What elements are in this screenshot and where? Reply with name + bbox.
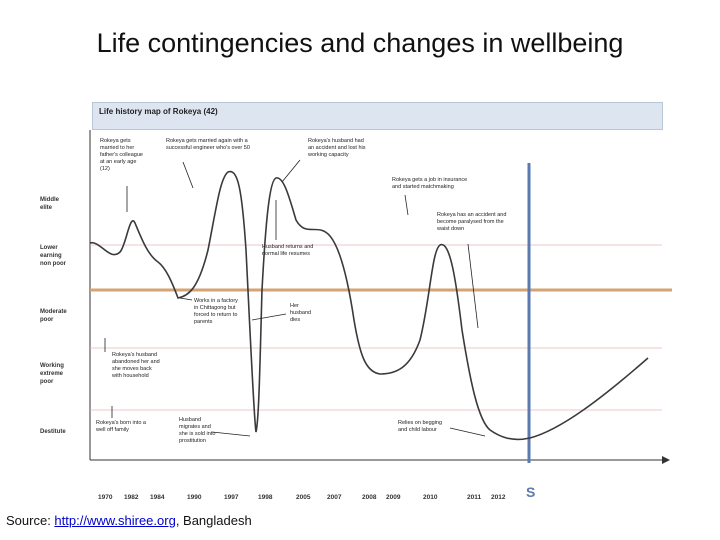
annotation-born: Rokeya's born into a well off family xyxy=(96,420,146,433)
year-label: 2012 xyxy=(491,494,506,501)
annotation-husband-migrates: Husband migrates and she is sold into pr… xyxy=(179,417,216,444)
arrow-factory xyxy=(179,297,193,301)
arrow-begging xyxy=(449,427,486,437)
annotation-abandoned: Rokeya's husband abandoned her and she m… xyxy=(112,352,160,379)
annotation-husband-accident: Rokeya's husband had an accident and los… xyxy=(308,138,366,158)
year-label: 2007 xyxy=(327,494,342,501)
arrow-job-insurance xyxy=(404,194,409,216)
level-lower-earning-non-poor: Lower earning non poor xyxy=(40,245,66,267)
annotation-job-insurance: Rokeya gets a job in insurance and start… xyxy=(392,177,468,190)
map-title: Life history map of Rokeya (42) xyxy=(99,107,218,116)
year-label: 1970 xyxy=(98,494,113,501)
year-label: 2010 xyxy=(423,494,438,501)
level-destitute: Destitute xyxy=(40,429,66,435)
annotation-husband-returns: Husband returns and normal life resumes xyxy=(262,244,314,257)
arrow-husband-migrates xyxy=(211,431,251,437)
year-label: 2008 xyxy=(362,494,377,501)
present-marker-label: S xyxy=(526,484,536,500)
map-header: Life history map of Rokeya (42) xyxy=(92,102,663,130)
year-label: 1982 xyxy=(124,494,139,501)
annotation-begging: Relies on begging and child labour xyxy=(398,420,443,433)
annotation-rokeya-accident: Rokeya has an accident and become paraly… xyxy=(437,212,507,232)
year-label: 2009 xyxy=(386,494,401,501)
annotation-husband-dies: Her husband dies xyxy=(290,303,312,323)
source-link[interactable]: http://www.shiree.org xyxy=(54,513,176,528)
arrow-married-again xyxy=(182,161,194,189)
year-label: 1990 xyxy=(187,494,202,501)
year-label: 1998 xyxy=(258,494,273,501)
arrow-husband-dies xyxy=(251,313,287,321)
source-suffix: , Bangladesh xyxy=(175,513,252,528)
arrow-rokeya-accident xyxy=(467,243,479,329)
slide-title: Life contingencies and changes in wellbe… xyxy=(96,28,624,58)
level-working-extreme-poor: Working extreme poor xyxy=(40,363,64,385)
arrow-husband-accident xyxy=(281,159,301,183)
year-label: 1997 xyxy=(224,494,239,501)
annotation-factory: Works in a factory in Chittagong but for… xyxy=(194,298,238,325)
year-label: 1984 xyxy=(150,494,165,501)
year-label: 2011 xyxy=(467,494,482,501)
wellbeing-trajectory xyxy=(89,170,649,441)
year-label: 2005 xyxy=(296,494,311,501)
source-citation: Source: http://www.shiree.org, Banglades… xyxy=(6,513,252,528)
annotation-married: Rokeya gets married to her father's coll… xyxy=(100,138,143,172)
level-middle-elite: Middle elite xyxy=(40,197,59,211)
source-prefix: Source: xyxy=(6,513,55,528)
x-axis-arrow xyxy=(662,456,670,464)
level-moderate-poor: Moderate poor xyxy=(40,309,67,323)
annotation-married-again: Rokeya gets married again with a success… xyxy=(166,138,250,151)
